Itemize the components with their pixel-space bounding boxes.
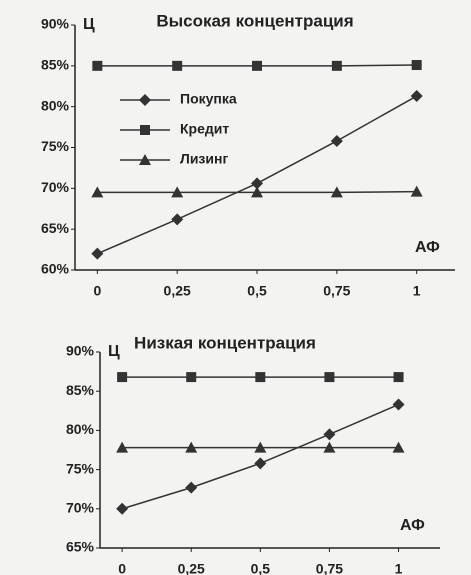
marker bbox=[254, 457, 267, 470]
marker bbox=[171, 186, 184, 198]
legend-label: Кредит bbox=[180, 121, 229, 137]
marker bbox=[331, 60, 342, 71]
marker bbox=[139, 94, 151, 106]
y-tick-label: 65% bbox=[66, 539, 95, 555]
legend-label: Покупка bbox=[180, 91, 237, 107]
x-tick-label: 0 bbox=[93, 283, 101, 299]
marker bbox=[255, 372, 266, 383]
marker bbox=[116, 502, 129, 515]
y-tick-label: 80% bbox=[41, 97, 70, 113]
marker bbox=[254, 441, 267, 453]
x-tick-label: 1 bbox=[395, 561, 403, 575]
marker bbox=[252, 60, 263, 71]
y-tick-label: 75% bbox=[41, 138, 70, 154]
marker bbox=[116, 441, 129, 453]
x-tick-label: 0,75 bbox=[316, 561, 343, 575]
x-tick-label: 0,5 bbox=[247, 283, 267, 299]
marker bbox=[323, 441, 336, 453]
x-tick-label: 0,25 bbox=[178, 561, 205, 575]
marker bbox=[139, 154, 151, 165]
marker bbox=[140, 125, 150, 135]
y-tick-label: 70% bbox=[66, 500, 95, 516]
marker bbox=[323, 428, 336, 441]
marker bbox=[251, 177, 264, 190]
marker bbox=[324, 372, 335, 383]
marker bbox=[251, 186, 264, 198]
marker bbox=[91, 186, 104, 198]
marker bbox=[185, 441, 198, 453]
marker bbox=[410, 90, 423, 103]
chart-title: Низкая концентрация bbox=[134, 333, 316, 352]
y-tick-label: 65% bbox=[41, 220, 70, 236]
marker bbox=[393, 372, 404, 383]
marker bbox=[172, 60, 183, 71]
y-tick-label: 90% bbox=[41, 16, 70, 32]
marker bbox=[185, 481, 198, 494]
chart-title: Высокая концентрация bbox=[156, 11, 353, 30]
x-tick-label: 0,75 bbox=[323, 283, 350, 299]
marker bbox=[392, 441, 405, 453]
x-axis-label: АФ bbox=[415, 239, 440, 256]
y-tick-label: 90% bbox=[66, 343, 95, 359]
y-tick-label: 85% bbox=[66, 382, 95, 398]
y-tick-label: 60% bbox=[41, 261, 70, 277]
marker bbox=[330, 134, 343, 147]
marker bbox=[392, 398, 405, 411]
marker bbox=[91, 247, 104, 260]
x-tick-label: 0,5 bbox=[251, 561, 271, 575]
legend-label: Лизинг bbox=[180, 151, 228, 167]
x-axis-label: АФ bbox=[400, 517, 425, 534]
y-axis-label: Ц bbox=[108, 343, 120, 360]
y-tick-label: 75% bbox=[66, 460, 95, 476]
marker bbox=[186, 372, 197, 383]
x-tick-label: 0 bbox=[118, 561, 126, 575]
marker bbox=[171, 213, 184, 226]
marker bbox=[410, 185, 423, 197]
marker bbox=[330, 186, 343, 198]
x-tick-label: 0,25 bbox=[164, 283, 191, 299]
y-tick-label: 85% bbox=[41, 57, 70, 73]
marker bbox=[411, 60, 422, 71]
marker bbox=[117, 372, 128, 383]
y-tick-label: 70% bbox=[41, 179, 70, 195]
x-tick-label: 1 bbox=[413, 283, 421, 299]
y-axis-label: Ц bbox=[83, 16, 95, 33]
marker bbox=[92, 60, 103, 71]
y-tick-label: 80% bbox=[66, 421, 95, 437]
